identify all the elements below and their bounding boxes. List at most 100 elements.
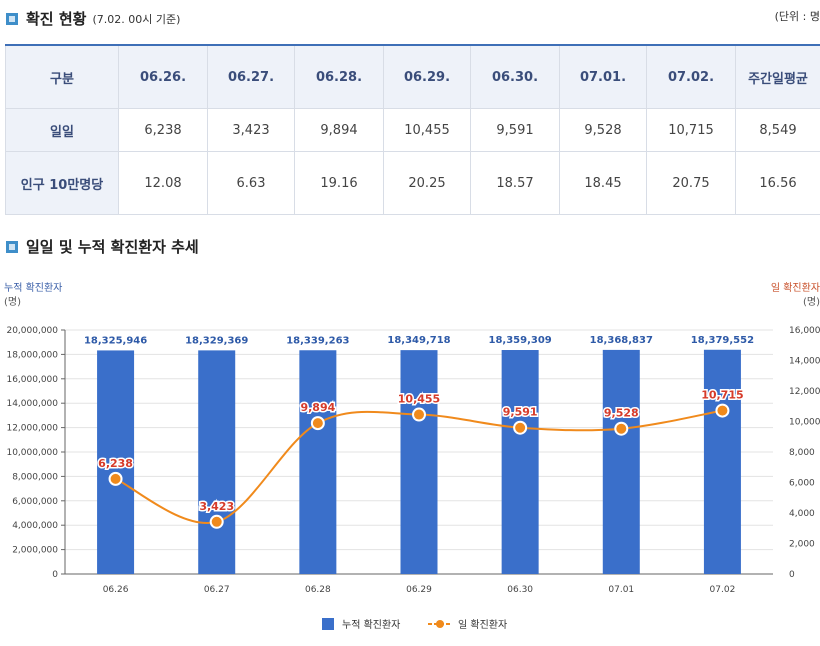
- x-tick-label: 06.26: [103, 585, 129, 595]
- x-tick-label: 07.01: [608, 585, 634, 595]
- line-value-label: 9,591: [503, 406, 538, 419]
- y-left-tick-label: 18,000,000: [6, 350, 58, 360]
- col-header: 06.27.: [207, 44, 295, 109]
- x-tick-label: 06.28: [305, 585, 331, 595]
- bar-value-label: 18,349,718: [387, 335, 450, 346]
- x-tick-label: 07.02: [710, 585, 736, 595]
- line-value-label: 6,238: [98, 457, 133, 470]
- legend-line-marker: [436, 620, 444, 628]
- line-point: [209, 514, 224, 529]
- x-tick-label: 06.29: [406, 585, 432, 595]
- bar: [602, 349, 640, 574]
- line-point: [310, 416, 325, 431]
- table-cell: 12.08: [118, 151, 208, 215]
- bar: [97, 350, 135, 574]
- y-right-tick-label: 4,000: [789, 509, 815, 519]
- table-cell: 8,549: [735, 108, 820, 152]
- trend-chart: 0 2,000,000 4,000,000 6,000,000 8,000,000 10,…: [4, 282, 820, 631]
- line-value-label: 9,528: [604, 407, 639, 420]
- y-right-axis-unit: (명): [803, 296, 820, 308]
- table-cell: 20.25: [383, 151, 471, 215]
- table-cell: 16.56: [735, 151, 820, 215]
- table-header-row: 구분 06.26. 06.27. 06.28. 06.29. 06.30. 07…: [5, 44, 820, 109]
- y-left-axis-title: 누적 확진환자: [4, 282, 62, 294]
- row-label: 일일: [5, 108, 119, 152]
- bar-value-label: 18,325,946: [84, 335, 147, 346]
- line-value-label: 3,423: [199, 500, 234, 513]
- col-header: 07.02.: [646, 44, 736, 109]
- section-square-icon: [6, 240, 18, 253]
- status-table: 구분 06.26. 06.27. 06.28. 06.29. 06.30. 07…: [5, 44, 820, 215]
- col-header: 06.29.: [383, 44, 471, 109]
- y-right-tick-label: 2,000: [789, 540, 815, 550]
- table-row: 일일 6,238 3,423 9,894 10,455 9,591 9,528 …: [5, 108, 820, 152]
- table-cell: 9,894: [294, 108, 384, 152]
- bar-value-label: 18,359,309: [489, 335, 552, 346]
- y-left-tick-label: 8,000,000: [12, 472, 58, 482]
- col-header: 구분: [5, 44, 119, 109]
- table-row: 인구 10만명당 12.08 6.63 19.16 20.25 18.57 18…: [5, 151, 820, 215]
- bar-value-label: 18,339,263: [286, 335, 349, 346]
- table-cell: 9,528: [559, 108, 647, 152]
- bar: [400, 350, 438, 574]
- section-square-icon: [6, 12, 18, 25]
- y-right-tick-label: 10,000: [789, 418, 820, 428]
- x-tick-label: 06.30: [507, 585, 533, 595]
- col-header: 06.26.: [118, 44, 208, 109]
- legend-line-label: 일 확진환자: [458, 619, 507, 631]
- table-cell: 18.45: [559, 151, 647, 215]
- y-right-tick-label: 14,000: [789, 357, 820, 367]
- bar: [198, 350, 236, 574]
- table-cell: 20.75: [646, 151, 736, 215]
- col-header: 06.30.: [470, 44, 560, 109]
- x-tick-label: 06.27: [204, 585, 230, 595]
- status-section-title: 확진 현황 (7.02. 00시 기준): [6, 8, 180, 29]
- y-right-tick-label: 16,000: [789, 326, 820, 336]
- col-header: 주간일평균: [735, 44, 820, 109]
- line-value-label: 10,715: [701, 389, 743, 402]
- col-header: 06.28.: [294, 44, 384, 109]
- y-left-tick-label: 4,000,000: [12, 521, 58, 531]
- table-cell: 9,591: [470, 108, 560, 152]
- table-cell: 19.16: [294, 151, 384, 215]
- line-point: [614, 421, 629, 436]
- y-left-tick-label: 0: [52, 570, 58, 580]
- y-right-tick-label: 8,000: [789, 448, 815, 458]
- table-cell: 3,423: [207, 108, 295, 152]
- unit-label: (단위 : 명: [774, 10, 820, 23]
- line-value-label: 10,455: [398, 393, 440, 406]
- line-point: [513, 420, 528, 435]
- row-label: 인구 10만명당: [5, 151, 119, 215]
- table-cell: 10,455: [383, 108, 471, 152]
- table-cell: 10,715: [646, 108, 736, 152]
- bar-value-label: 18,368,837: [590, 335, 653, 346]
- y-left-tick-label: 12,000,000: [6, 424, 58, 434]
- bar: [299, 350, 337, 574]
- y-right-axis-title: 일 확진환자: [771, 282, 820, 294]
- y-right-tick-label: 0: [789, 570, 795, 580]
- bar-value-label: 18,329,369: [185, 335, 248, 346]
- legend-bar-swatch: [322, 618, 334, 630]
- line-point: [715, 403, 730, 418]
- table-cell: 18.57: [470, 151, 560, 215]
- y-left-tick-label: 6,000,000: [12, 497, 58, 507]
- table-cell: 6,238: [118, 108, 208, 152]
- line-point: [108, 471, 123, 486]
- legend-bar-label: 누적 확진환자: [342, 619, 400, 631]
- line-value-label: 9,894: [300, 401, 335, 414]
- trend-title: 일일 및 누적 확진환자 추세: [26, 238, 199, 256]
- col-header: 07.01.: [559, 44, 647, 109]
- trend-section-title: 일일 및 누적 확진환자 추세: [6, 236, 199, 257]
- y-left-tick-label: 20,000,000: [6, 326, 58, 336]
- y-left-axis-unit: (명): [4, 296, 21, 308]
- status-title: 확진 현황: [26, 10, 87, 28]
- y-left-tick-label: 16,000,000: [6, 375, 58, 385]
- bar: [703, 349, 741, 574]
- table-cell: 6.63: [207, 151, 295, 215]
- y-right-tick-label: 6,000: [789, 479, 815, 489]
- y-left-tick-label: 2,000,000: [12, 546, 58, 556]
- bar: [501, 350, 539, 574]
- y-left-tick-label: 10,000,000: [6, 448, 58, 458]
- bar-value-label: 18,379,552: [691, 335, 754, 346]
- status-subtitle: (7.02. 00시 기준): [92, 12, 181, 26]
